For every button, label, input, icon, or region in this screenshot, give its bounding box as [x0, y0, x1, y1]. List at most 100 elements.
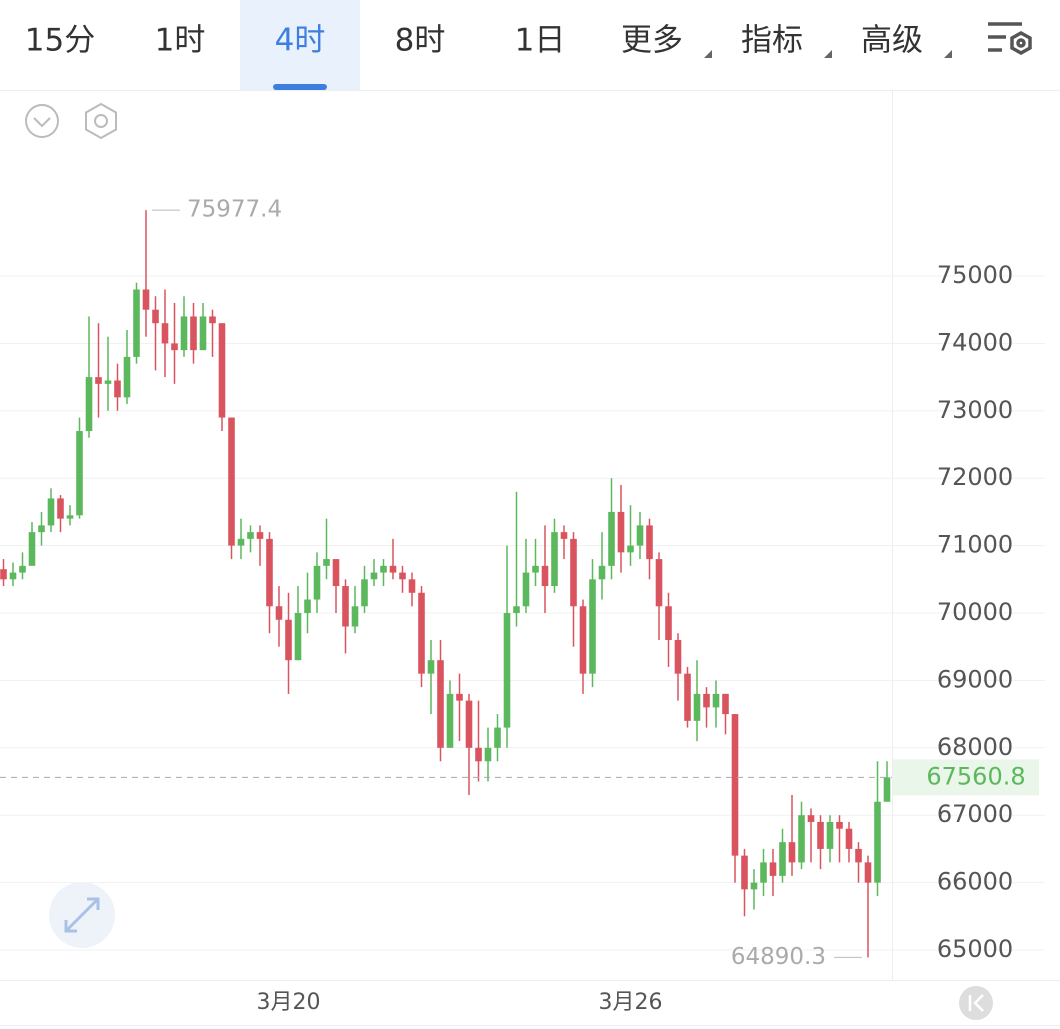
- y-tick-label: 70000: [937, 598, 1013, 626]
- candle-body: [570, 538, 577, 607]
- candle-body: [855, 848, 862, 863]
- candle-body: [380, 565, 387, 573]
- dropdown-caret: [944, 50, 952, 58]
- candle-body: [142, 289, 150, 310]
- candle-body: [370, 572, 378, 580]
- candle-body: [38, 525, 45, 533]
- candle-body: [665, 606, 672, 640]
- candle-body: [294, 613, 302, 661]
- y-tick-label: 65000: [937, 935, 1013, 963]
- candle-body: [541, 565, 549, 587]
- tab-label[interactable]: 指标: [741, 23, 803, 59]
- candle-body: [693, 693, 701, 721]
- tab-label[interactable]: 高级: [861, 23, 923, 59]
- candle-body: [655, 559, 663, 607]
- candle-body: [285, 619, 292, 661]
- candle-body: [228, 417, 235, 546]
- y-tick-label: 66000: [937, 868, 1013, 896]
- fullscreen-button[interactable]: [49, 882, 115, 948]
- candle-body: [589, 579, 596, 674]
- candle-body: [361, 579, 368, 607]
- candle-body: [551, 532, 558, 587]
- candle-body: [266, 538, 273, 607]
- tab-label[interactable]: 8时: [395, 23, 446, 59]
- candle-body: [256, 532, 264, 539]
- candle-body: [475, 747, 482, 762]
- candle-body: [171, 343, 178, 351]
- last-price-label: 67560.8: [926, 762, 1025, 790]
- candle-body: [722, 693, 729, 715]
- tab-label[interactable]: 15分: [25, 23, 95, 59]
- candle-body: [845, 828, 853, 849]
- tab-label[interactable]: 4时: [275, 23, 326, 59]
- y-tick-label: 67000: [937, 800, 1013, 828]
- tab-label[interactable]: 更多: [621, 23, 683, 59]
- candle-body: [807, 815, 815, 822]
- collapse-button[interactable]: [25, 104, 59, 138]
- y-tick-label: 72000: [937, 463, 1013, 491]
- dropdown-caret: [824, 50, 832, 58]
- candle-body: [104, 380, 112, 384]
- candle-body: [731, 714, 739, 856]
- chevron: [33, 117, 51, 128]
- jump-latest-button[interactable]: [959, 986, 993, 1020]
- candle-body: [190, 316, 197, 351]
- candle-body: [399, 572, 406, 580]
- candle-body: [465, 700, 473, 748]
- y-tick-label: 74000: [937, 328, 1013, 356]
- candle-body: [123, 356, 131, 398]
- y-tick-label: 71000: [937, 531, 1013, 559]
- candle-body: [408, 579, 416, 593]
- candle-body: [304, 599, 311, 614]
- candle-body: [161, 323, 169, 344]
- settings-icon[interactable]: [988, 22, 1032, 56]
- y-tick-label: 69000: [937, 665, 1013, 693]
- high-label: 75977.4: [187, 197, 282, 223]
- candle-body: [684, 673, 691, 721]
- tab-indicator: [273, 84, 327, 90]
- candle-body: [28, 532, 36, 566]
- candle-body: [313, 565, 321, 600]
- candle-body: [817, 821, 824, 849]
- candle-body: [788, 842, 796, 863]
- candle-body: [617, 511, 625, 553]
- candle-body: [836, 821, 843, 829]
- candle-body: [883, 777, 891, 802]
- candle-body: [494, 727, 501, 748]
- candle-body: [275, 606, 283, 620]
- low-label: 64890.3: [731, 944, 826, 970]
- candle-body: [608, 511, 615, 566]
- y-tick-label: 73000: [937, 396, 1013, 424]
- candle-body: [342, 586, 349, 627]
- x-tick-label: 3月20: [257, 990, 321, 1015]
- candle-body: [503, 613, 511, 728]
- candle-body: [598, 565, 606, 580]
- candle-body: [750, 882, 758, 890]
- candle-body: [769, 862, 777, 876]
- tab-label[interactable]: 1时: [155, 23, 206, 59]
- y-tick-label: 75000: [937, 261, 1013, 289]
- candle-body: [0, 569, 7, 580]
- candle-body: [864, 862, 872, 883]
- candle-body: [646, 525, 653, 560]
- candle-body: [66, 515, 74, 519]
- candle-body: [237, 538, 245, 546]
- tab-label[interactable]: 1日: [515, 23, 566, 59]
- candle-body: [798, 815, 805, 863]
- candle-body: [760, 862, 767, 883]
- candle-body: [636, 525, 644, 546]
- candle-body: [95, 377, 102, 384]
- candle-body: [47, 498, 55, 526]
- candle-body: [522, 572, 530, 607]
- candle-body: [703, 693, 710, 708]
- candle-body: [437, 660, 444, 748]
- indicator-settings-button[interactable]: [85, 102, 117, 140]
- candle-body: [332, 559, 340, 587]
- candle-body: [484, 747, 492, 762]
- candle-body: [247, 532, 254, 539]
- candle-body: [418, 592, 425, 674]
- candle-body: [532, 565, 539, 573]
- candle-body: [199, 316, 207, 351]
- candle-body: [85, 377, 93, 432]
- candle-body: [351, 606, 359, 627]
